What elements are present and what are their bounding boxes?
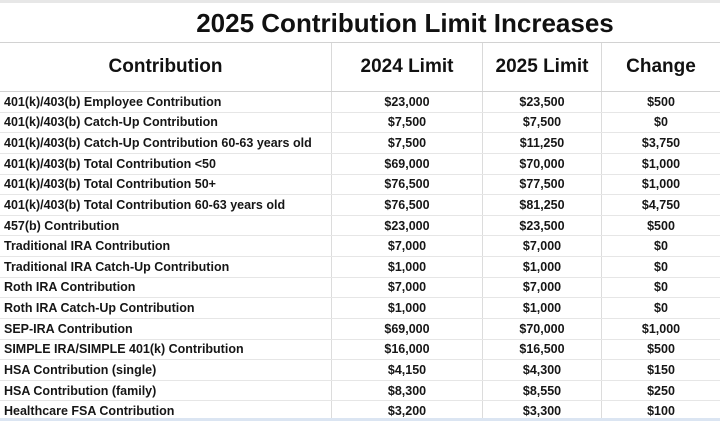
column-header-2024-limit: 2024 Limit [332, 43, 483, 91]
cell-2025-limit: $81,250 [483, 195, 602, 215]
cell-2024-limit: $23,000 [332, 92, 483, 112]
cell-2024-limit: $69,000 [332, 153, 483, 174]
table-row: Roth IRA Contribution $7,000 $7,000 $0 [0, 277, 720, 299]
cell-2024-limit: $23,000 [332, 215, 483, 236]
cell-change: $0 [654, 280, 668, 295]
cell-2025-limit: $1,000 [483, 257, 602, 277]
cell-contribution-label: Traditional IRA Contribution [0, 236, 332, 256]
cell-2025-limit: $7,000 [483, 277, 602, 298]
cell-contribution-label: Roth IRA Contribution [0, 277, 332, 298]
cell-2025-limit: $4,300 [483, 360, 602, 380]
cell-2025-limit: $1,000 [483, 298, 602, 318]
cell-contribution-label: HSA Contribution (single) [0, 360, 332, 380]
table-body: 401(k)/403(b) Employee Contribution $23,0… [0, 92, 720, 421]
cell-change: $4,750 [641, 197, 681, 212]
cell-change: $500 [647, 94, 675, 109]
cell-2024-limit: $7,500 [332, 133, 483, 153]
cell-change: $500 [647, 342, 675, 357]
table-row: SEP-IRA Contribution $69,000 $70,000 $1,000 [0, 318, 720, 340]
cell-change: $500 [647, 218, 675, 233]
table-row: Healthcare FSA Contribution $3,200 $3,300 $… [0, 401, 720, 421]
cell-contribution-label: 401(k)/403(b) Total Contribution <50 [0, 153, 332, 174]
cell-2024-limit: $3,200 [332, 401, 483, 421]
cell-2024-limit: $76,500 [332, 195, 483, 215]
cell-change: $1,000 [641, 177, 681, 192]
cell-2025-limit: $7,000 [483, 236, 602, 256]
table-row: Roth IRA Catch-Up Contribution $1,000 $1,0… [0, 298, 720, 319]
cell-2025-limit: $7,500 [483, 112, 602, 133]
cell-2025-limit: $23,500 [483, 92, 602, 112]
cell-contribution-label: 401(k)/403(b) Total Contribution 60-63 y… [0, 195, 332, 215]
cell-contribution-label: SIMPLE IRA/SIMPLE 401(k) Contribution [0, 339, 332, 360]
table-row: HSA Contribution (single) $4,150 $4,300 $15… [0, 360, 720, 381]
table-row: HSA Contribution (family) $8,300 $8,550 $25… [0, 380, 720, 402]
cell-2025-limit: $70,000 [483, 153, 602, 174]
cell-2025-limit: $8,550 [483, 380, 602, 401]
cell-change: $3,750 [641, 136, 681, 151]
cell-2025-limit: $3,300 [483, 401, 602, 421]
cell-change: $0 [654, 239, 668, 254]
table-row: 401(k)/403(b) Total Contribution 50+ $76,… [0, 174, 720, 196]
table-row: Traditional IRA Catch-Up Contribution $1,… [0, 257, 720, 278]
cell-change: $150 [647, 362, 675, 377]
cell-change: $250 [647, 383, 675, 398]
cell-2024-limit: $7,000 [332, 277, 483, 298]
cell-2024-limit: $76,500 [332, 174, 483, 195]
column-header-2025-limit: 2025 Limit [483, 43, 602, 91]
cell-2025-limit: $11,250 [483, 133, 602, 153]
bottom-blue-gridline [0, 418, 720, 421]
cell-change: $0 [654, 301, 668, 316]
cell-2024-limit: $4,150 [332, 360, 483, 380]
cell-2024-limit: $69,000 [332, 318, 483, 339]
table-row: 401(k)/403(b) Catch-Up Contribution $7,50… [0, 112, 720, 134]
column-header-change: Change [626, 56, 696, 77]
cell-2024-limit: $7,500 [332, 112, 483, 133]
cell-contribution-label: HSA Contribution (family) [0, 380, 332, 401]
table-row: 401(k)/403(b) Total Contribution 60-63 y… [0, 195, 720, 216]
table-row: 401(k)/403(b) Catch-Up Contribution 60-6… [0, 133, 720, 154]
cell-2024-limit: $1,000 [332, 257, 483, 277]
cell-contribution-label: Roth IRA Catch-Up Contribution [0, 298, 332, 318]
column-header-contribution: Contribution [0, 43, 332, 91]
cell-contribution-label: 457(b) Contribution [0, 215, 332, 236]
table-row: 457(b) Contribution $23,000 $23,500 $500 [0, 215, 720, 237]
cell-2024-limit: $1,000 [332, 298, 483, 318]
cell-change: $1,000 [641, 321, 681, 336]
cell-2024-limit: $8,300 [332, 380, 483, 401]
cell-change: $0 [654, 259, 668, 274]
table-header-row: Contribution 2024 Limit 2025 Limit Chang… [0, 42, 720, 92]
table-row: 401(k)/403(b) Employee Contribution $23,0… [0, 92, 720, 113]
cell-2025-limit: $16,500 [483, 339, 602, 360]
cell-contribution-label: 401(k)/403(b) Total Contribution 50+ [0, 174, 332, 195]
cell-2025-limit: $70,000 [483, 318, 602, 339]
table-row: 401(k)/403(b) Total Contribution <50 $69,… [0, 153, 720, 175]
page-title: 2025 Contribution Limit Increases [196, 8, 614, 38]
cell-2025-limit: $77,500 [483, 174, 602, 195]
cell-change: $1,000 [641, 156, 681, 171]
cell-2024-limit: $16,000 [332, 339, 483, 360]
contribution-limits-table: Contribution 2024 Limit 2025 Limit Chang… [0, 42, 720, 421]
top-gray-band [0, 0, 720, 3]
table-row: Traditional IRA Contribution $7,000 $7,000… [0, 236, 720, 257]
cell-2025-limit: $23,500 [483, 215, 602, 236]
cell-change: $0 [654, 115, 668, 130]
cell-2024-limit: $7,000 [332, 236, 483, 256]
table-row: SIMPLE IRA/SIMPLE 401(k) Contribution $16… [0, 339, 720, 361]
cell-contribution-label: 401(k)/403(b) Employee Contribution [0, 92, 332, 112]
cell-change: $100 [647, 404, 675, 419]
cell-contribution-label: 401(k)/403(b) Catch-Up Contribution 60-6… [0, 133, 332, 153]
cell-contribution-label: Healthcare FSA Contribution [0, 401, 332, 421]
cell-contribution-label: 401(k)/403(b) Catch-Up Contribution [0, 112, 332, 133]
cell-contribution-label: SEP-IRA Contribution [0, 318, 332, 339]
cell-contribution-label: Traditional IRA Catch-Up Contribution [0, 257, 332, 277]
